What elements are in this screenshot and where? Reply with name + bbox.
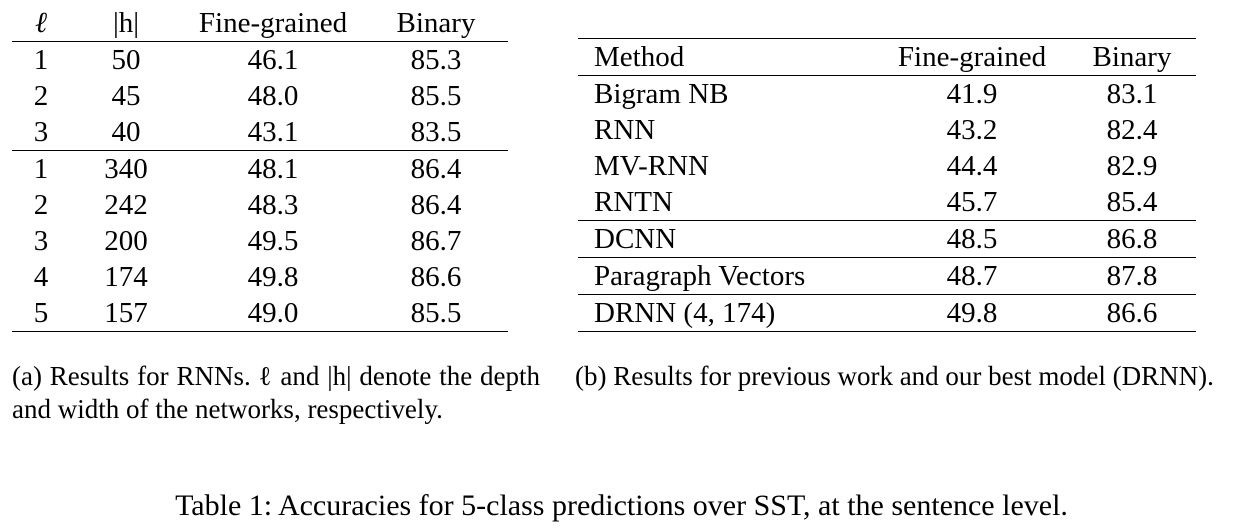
- cell-method: DRNN (4, 174): [578, 294, 876, 332]
- table-a-header-row: ℓ |h| Fine-grained Binary: [12, 5, 508, 42]
- cell-method: DCNN: [578, 220, 876, 258]
- table-a-rnn-results: ℓ |h| Fine-grained Binary 1 50 46.1 85.3…: [12, 5, 508, 332]
- cell-width: 340: [70, 150, 182, 187]
- cell-fine-grained: 43.2: [946, 114, 998, 146]
- cell-binary: 86.4: [364, 150, 508, 187]
- table-row: 3 200 49.5 86.7: [12, 223, 508, 259]
- cell-binary-best: 86.7: [410, 225, 462, 257]
- cell-fine-grained: 48.3: [247, 189, 299, 221]
- table-main-caption: Table 1: Accuracies for 5-class predicti…: [175, 489, 1068, 522]
- table-row: RNTN 45.7 85.4: [578, 184, 1196, 221]
- cell-fine-grained: 48.7: [876, 257, 1068, 295]
- cell-binary: 85.5: [364, 295, 508, 332]
- header-depth: ℓ: [12, 5, 70, 42]
- header-binary: Binary: [1068, 38, 1196, 76]
- cell-binary: 86.6: [410, 261, 462, 293]
- header-fine-grained: Fine-grained: [876, 38, 1068, 76]
- table-row: DCNN 48.5 86.8: [578, 220, 1196, 258]
- cell-depth: 1: [12, 150, 70, 187]
- cell-fine-grained: 44.4: [946, 150, 998, 182]
- cell-depth: 2: [33, 189, 49, 221]
- table-row: 4 174 49.8 86.6: [12, 259, 508, 295]
- table-row: 3 40 43.1 83.5: [12, 114, 508, 151]
- table-b-comparison-results: Method Fine-grained Binary Bigram NB 41.…: [578, 38, 1196, 332]
- cell-binary-best: 87.8: [1068, 257, 1196, 295]
- table-row: 5 157 49.0 85.5: [12, 295, 508, 332]
- cell-depth: 3: [33, 225, 49, 257]
- cell-depth: 4: [33, 261, 49, 293]
- cell-depth: 5: [12, 295, 70, 332]
- cell-fine-grained-best: 49.8: [247, 261, 299, 293]
- table-row: RNN 43.2 82.4: [578, 112, 1196, 148]
- cell-binary: 83.5: [410, 116, 462, 148]
- cell-method: RNN: [594, 114, 656, 146]
- cell-binary: 85.3: [410, 44, 462, 76]
- cell-fine-grained: 49.0: [182, 295, 364, 332]
- table-row: Paragraph Vectors 48.7 87.8: [578, 257, 1196, 295]
- cell-binary: 86.8: [1068, 220, 1196, 258]
- cell-binary: 82.4: [1106, 114, 1158, 146]
- cell-binary: 85.5: [410, 80, 462, 112]
- header-method: Method: [578, 38, 876, 76]
- table-row: 1 50 46.1 85.3: [12, 42, 508, 79]
- table-row: MV-RNN 44.4 82.9: [578, 148, 1196, 184]
- table-row: 1 340 48.1 86.4: [12, 150, 508, 187]
- table-b-caption: (b) Results for previous work and our be…: [575, 361, 1214, 391]
- cell-width: 242: [104, 189, 148, 221]
- cell-binary: 82.9: [1106, 150, 1158, 182]
- cell-depth: 3: [33, 116, 49, 148]
- cell-fine-grained: 45.7: [946, 186, 998, 218]
- cell-binary: 86.6: [1068, 294, 1196, 332]
- cell-fine-grained: 48.5: [876, 220, 1068, 258]
- cell-fine-grained-best: 49.8: [876, 294, 1068, 332]
- cell-width: 157: [70, 295, 182, 332]
- cell-fine-grained: 46.1: [247, 44, 299, 76]
- cell-binary: 83.1: [1106, 78, 1158, 110]
- cell-fine-grained: 43.1: [247, 116, 299, 148]
- cell-binary: 86.4: [410, 189, 462, 221]
- cell-width: 174: [104, 261, 148, 293]
- cell-binary: 85.4: [1106, 186, 1158, 218]
- cell-width: 200: [104, 225, 148, 257]
- cell-fine-grained: 48.1: [182, 150, 364, 187]
- cell-width: 45: [111, 80, 141, 112]
- table-row: Bigram NB 41.9 83.1: [578, 76, 1196, 113]
- cell-depth: 2: [33, 80, 49, 112]
- cell-fine-grained: 41.9: [946, 78, 998, 110]
- cell-method: Bigram NB: [594, 78, 729, 110]
- header-binary: Binary: [364, 5, 508, 42]
- cell-method: RNTN: [594, 186, 673, 218]
- cell-width: 40: [111, 116, 141, 148]
- cell-depth: 1: [33, 44, 49, 76]
- cell-fine-grained: 49.5: [247, 225, 299, 257]
- table-row: 2 45 48.0 85.5: [12, 78, 508, 114]
- cell-method: Paragraph Vectors: [578, 257, 876, 295]
- cell-fine-grained: 48.0: [247, 80, 299, 112]
- header-width: |h|: [70, 5, 182, 42]
- table-row: DRNN (4, 174) 49.8 86.6: [578, 294, 1196, 332]
- table-row: 2 242 48.3 86.4: [12, 187, 508, 223]
- cell-width: 50: [111, 44, 141, 76]
- table-b-header-row: Method Fine-grained Binary: [578, 38, 1196, 76]
- header-fine-grained: Fine-grained: [182, 5, 364, 42]
- cell-method: MV-RNN: [594, 150, 709, 182]
- table-a-caption: (a) Results for RNNs. ℓ and |h| denote t…: [12, 361, 540, 424]
